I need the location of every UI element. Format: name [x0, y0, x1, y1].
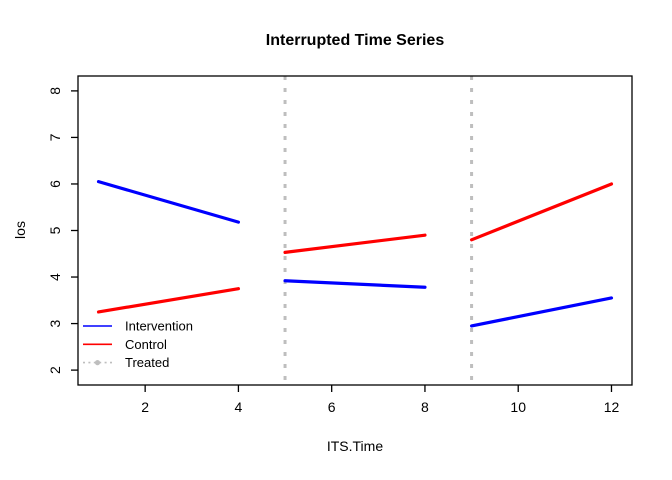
y-tick-label: 6	[47, 180, 63, 188]
legend-label-treated: Treated	[125, 355, 169, 370]
series-line-intervention	[96, 180, 241, 224]
series-line-control	[96, 287, 241, 314]
legend-label-intervention: Intervention	[125, 319, 193, 334]
chart-layer: 2 4 6 8 10 12 2 3 4 5 6 7 8 Intervention Control Treate…	[47, 75, 633, 415]
y-tick-label: 7	[47, 133, 63, 141]
x-tick-label: 4	[235, 399, 243, 415]
figure-title: Interrupted Time Series	[266, 32, 445, 49]
legend-label-control: Control	[125, 337, 167, 352]
y-tick-label: 5	[47, 226, 63, 234]
y-tick-label: 8	[47, 87, 63, 95]
y-tick-label: 3	[47, 319, 63, 327]
x-tick-label: 6	[328, 399, 336, 415]
x-tick-label: 10	[510, 399, 526, 415]
x-tick-label: 2	[141, 399, 149, 415]
y-tick-label: 4	[47, 273, 63, 281]
legend-point-treated	[94, 360, 101, 366]
series-line-intervention	[283, 279, 427, 289]
x-tick-label: 8	[421, 399, 429, 415]
series-line-intervention	[469, 296, 614, 328]
series-line-control	[469, 182, 614, 242]
y-tick-label: 2	[47, 366, 63, 374]
series-line-control	[283, 233, 427, 254]
y-axis-label: los	[12, 221, 28, 239]
x-tick-label: 12	[604, 399, 620, 415]
x-axis-label: ITS.Time	[327, 438, 383, 454]
